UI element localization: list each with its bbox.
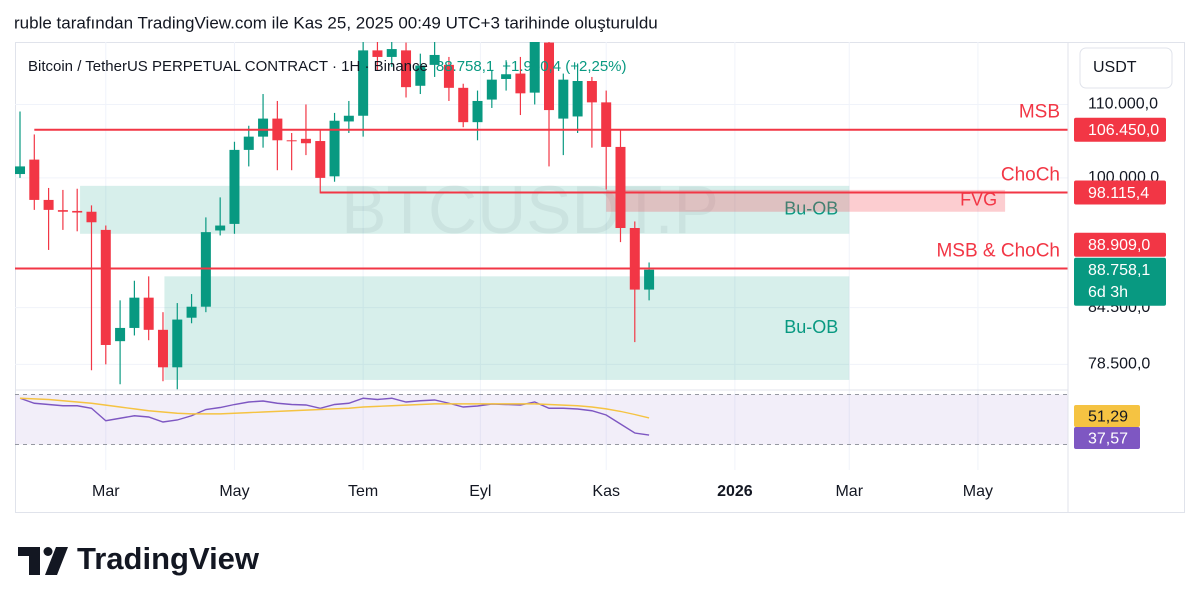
tradingview-logo <box>18 547 68 575</box>
watermark: BTCUSDT.P <box>341 172 719 248</box>
x-tick-label: Mar <box>92 483 120 500</box>
rsi-value-label: 51,29 <box>1088 408 1128 425</box>
zone <box>164 276 850 380</box>
candle-body <box>215 225 226 231</box>
candle-body <box>558 79 569 119</box>
rsi-line <box>19 397 650 436</box>
x-tick-label: May <box>963 483 993 500</box>
candle-body <box>172 319 183 368</box>
zone-label: FVG <box>960 190 997 210</box>
candle-body <box>401 50 412 88</box>
level-price-box <box>1074 180 1166 205</box>
candle-body <box>72 210 83 213</box>
candle-body <box>258 118 269 137</box>
rsi-value-box <box>1074 405 1140 428</box>
candle-body <box>615 146 626 229</box>
last-price: 88.758,1 <box>436 58 494 75</box>
x-tick-label: May <box>219 483 249 500</box>
candle-body <box>286 140 297 142</box>
logo-stem <box>29 547 40 575</box>
candle-body <box>486 79 497 100</box>
candle-body <box>243 136 254 150</box>
candle-body <box>29 159 40 200</box>
rsi-pane <box>15 394 1068 445</box>
unit-box <box>1079 47 1173 89</box>
candle-body <box>644 269 655 290</box>
symbol-title: Bitcoin / TetherUS PERPETUAL CONTRACT · … <box>28 58 428 75</box>
candle-body <box>343 115 354 122</box>
x-tick-label: 2026 <box>717 483 753 500</box>
x-tick-label: Mar <box>835 483 863 500</box>
candle-body <box>358 50 369 116</box>
logo-slash <box>45 547 68 575</box>
candle-body <box>586 81 597 103</box>
rsi-band <box>15 394 1068 445</box>
level-price-label: 88.909,0 <box>1088 237 1150 254</box>
candle-body <box>315 141 326 178</box>
candle-body <box>458 87 469 123</box>
candle-body <box>544 42 555 111</box>
candle-body <box>300 138 311 144</box>
y-tick-label: 78.500,0 <box>1088 356 1150 373</box>
candle-body <box>100 229 111 345</box>
candle-body <box>429 54 440 65</box>
rsi-value-label: 37,57 <box>1088 430 1128 447</box>
candle-body <box>157 329 168 368</box>
price-pane: BTCUSDT.P Bu-OB Bu-OB FVG MSB ChoCh MSB & ChoC… <box>15 42 1068 390</box>
header-text: ruble tarafından TradingView.com ile Kas… <box>14 13 658 32</box>
candle-body <box>43 199 54 210</box>
price-change: +1.950,4 (+2,25%) <box>502 58 626 75</box>
candle-body <box>501 74 512 79</box>
candle-body <box>472 100 483 123</box>
candle-body <box>515 73 526 94</box>
candle-body <box>86 211 97 223</box>
countdown-label: 6d 3h <box>1088 284 1128 301</box>
candle-body <box>415 65 426 86</box>
level-price-box <box>1074 232 1166 257</box>
y-tick-label: 110.000,0 <box>1088 96 1158 113</box>
candle-body <box>115 327 126 342</box>
level-name: ChoCh <box>1001 165 1060 186</box>
unit-label: USDT <box>1093 59 1137 76</box>
candle-body <box>229 149 240 224</box>
level-name: MSB & ChoCh <box>936 240 1060 261</box>
candle-body <box>129 297 140 328</box>
candle-body <box>57 210 68 212</box>
candle-body <box>443 64 454 88</box>
x-tick-label: Tem <box>348 483 378 500</box>
level-price-label: 106.450,0 <box>1088 122 1159 139</box>
candle-body <box>386 49 397 57</box>
logo-dot <box>43 547 53 556</box>
candle-body <box>601 102 612 147</box>
brand-name: TradingView <box>77 541 260 576</box>
level-price-box <box>1074 117 1166 142</box>
candle-body <box>143 297 154 330</box>
candle-body <box>329 120 340 177</box>
zone <box>80 185 850 234</box>
x-tick-label: Eyl <box>469 483 491 500</box>
candle-body <box>572 81 583 117</box>
zone <box>606 189 1006 212</box>
candle-body <box>15 166 26 175</box>
candle-body <box>529 42 540 93</box>
candle-body <box>372 50 383 57</box>
candle-body <box>629 228 640 290</box>
x-tick-label: Kas <box>592 483 620 500</box>
current-price-box <box>1074 257 1166 306</box>
zone-label: Bu-OB <box>784 199 838 219</box>
zone-label: Bu-OB <box>784 317 838 337</box>
level-price-label: 98.115,4 <box>1088 185 1149 202</box>
candle-body <box>186 306 197 318</box>
level-name: MSB <box>1019 102 1060 123</box>
current-price-label: 88.758,1 <box>1088 262 1150 279</box>
rsi-value-box <box>1074 427 1140 450</box>
rsi-line <box>19 397 650 419</box>
